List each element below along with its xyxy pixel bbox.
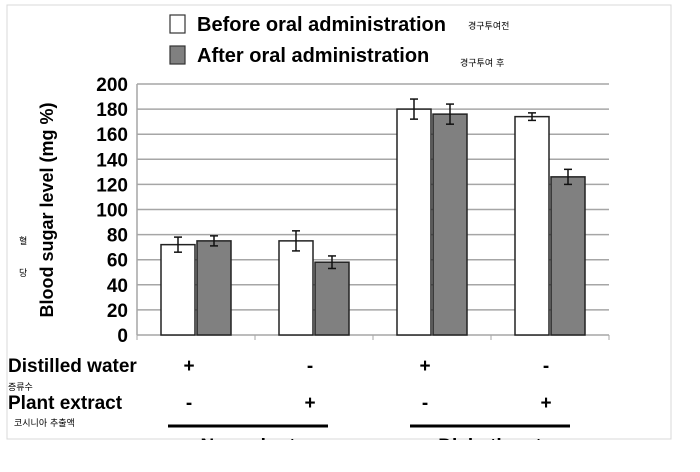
legend-korean-before: 경구투여전 <box>468 20 509 32</box>
y-tick-label: 140 <box>96 150 128 171</box>
y-tick-label: 20 <box>107 301 128 322</box>
legend-swatch-after <box>169 45 186 65</box>
y-tick-label: 0 <box>117 326 128 347</box>
bar-before <box>396 108 432 336</box>
y-tick-label: 160 <box>96 125 128 146</box>
y-tick-label: 180 <box>96 100 128 121</box>
y-tick-label: 80 <box>107 226 128 247</box>
bar-before <box>160 243 196 336</box>
y-tick-label: 60 <box>107 251 128 272</box>
row-korean-plant-extract: 코시니아 추출액 <box>14 417 75 429</box>
legend-korean-after: 경구투여 후 <box>460 57 504 69</box>
row-label-distilled-water: Distilled water <box>8 356 137 377</box>
y-axis-label: Blood sugar level (mg %) <box>37 102 57 317</box>
bar-after <box>314 261 350 336</box>
bar-after <box>196 240 232 336</box>
y-axis-korean-2: 당 <box>19 268 27 279</box>
treatment-sign: - <box>543 356 549 377</box>
bar-after <box>550 176 586 336</box>
y-tick-label: 120 <box>96 175 128 196</box>
bar-before <box>514 115 550 336</box>
bottom-clip <box>0 440 700 472</box>
y-tick-label: 40 <box>107 276 128 297</box>
y-tick-label: 100 <box>96 201 128 222</box>
treatment-sign: - <box>186 393 192 414</box>
y-axis-korean-1: 혈 <box>19 235 27 247</box>
treatment-sign: + <box>304 393 315 414</box>
bar-after <box>432 113 468 336</box>
y-tick-label: 200 <box>96 75 128 96</box>
treatment-sign: + <box>540 393 551 414</box>
treatment-sign: - <box>307 356 313 377</box>
legend-label-before: Before oral administration <box>197 14 446 36</box>
legend-label-after: After oral administration <box>197 45 429 67</box>
row-label-plant-extract: Plant extract <box>8 393 123 414</box>
treatment-sign: + <box>419 356 430 377</box>
bar-before <box>278 240 314 336</box>
treatment-sign: + <box>183 356 194 377</box>
legend-swatch-before <box>169 14 186 34</box>
row-korean-distilled-water: 증류수 <box>8 382 33 393</box>
treatment-sign: - <box>422 393 428 414</box>
